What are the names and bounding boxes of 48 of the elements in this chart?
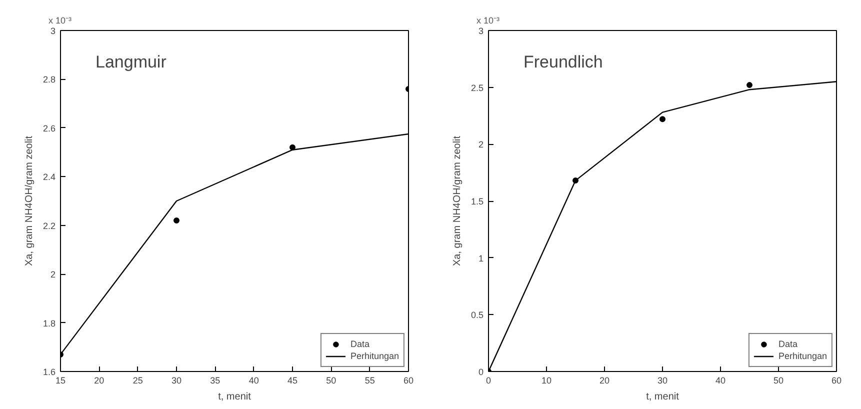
x-tick-label: 10 bbox=[541, 376, 552, 386]
y-tick-label: 1 bbox=[478, 253, 484, 264]
y-tick-label: 1.8 bbox=[42, 318, 56, 328]
y-tick-label: 0.5 bbox=[470, 310, 484, 320]
x-tick-label: 40 bbox=[715, 376, 726, 386]
text: x 10⁻³ bbox=[48, 16, 72, 26]
annotation: Langmuir bbox=[96, 52, 167, 72]
y-tick-label: 2 bbox=[478, 140, 484, 150]
x-tick-label: 40 bbox=[248, 376, 259, 386]
y-axis-title: Xa, gram NH4OH/gram zeolit bbox=[24, 136, 35, 266]
y-tick-label: 2.6 bbox=[42, 123, 56, 134]
x-tick-label: 0 bbox=[486, 376, 492, 386]
annotation: Freundlich bbox=[524, 52, 603, 72]
x-tick-label: 60 bbox=[831, 376, 842, 386]
point bbox=[660, 116, 666, 122]
point bbox=[174, 217, 180, 224]
y-tick-label: 2.8 bbox=[42, 74, 56, 85]
y-tick-label: 1.6 bbox=[42, 367, 56, 377]
y-tick-label: 2.5 bbox=[470, 82, 484, 93]
y-tick-label: 3 bbox=[50, 26, 56, 36]
x-tick-label: 25 bbox=[132, 376, 143, 386]
point bbox=[746, 82, 752, 88]
x-tick-label: 15 bbox=[55, 376, 66, 386]
text: x 10⁻³ bbox=[476, 16, 500, 26]
x-axis-title: t, menit bbox=[646, 392, 680, 402]
legend-label: Data bbox=[350, 338, 370, 350]
x-tick-label: 30 bbox=[657, 376, 668, 386]
y-tick-label: 0 bbox=[478, 367, 484, 377]
x-tick-label: 20 bbox=[94, 376, 104, 386]
x-tick-label: 50 bbox=[326, 376, 336, 386]
x-axis-title: t, menit bbox=[218, 392, 252, 402]
y-tick-label: 3 bbox=[478, 26, 484, 36]
y-tick-label: 2.4 bbox=[42, 172, 56, 182]
x-tick-label: 20 bbox=[599, 376, 610, 386]
legend-label: Perhitungan bbox=[778, 350, 827, 362]
x-tick-label: 35 bbox=[210, 376, 220, 386]
x-tick-label: 30 bbox=[171, 376, 182, 386]
legend-label: Perhitungan bbox=[350, 350, 399, 362]
y-tick-label: 2.2 bbox=[42, 220, 56, 231]
x-tick-label: 60 bbox=[403, 376, 414, 386]
legend-label: Data bbox=[778, 338, 798, 350]
y-axis-title: Xa, gram NH4OH/gram zeolit bbox=[452, 136, 463, 266]
point bbox=[290, 144, 296, 150]
x-tick-label: 45 bbox=[287, 376, 298, 386]
x-tick-label: 55 bbox=[364, 376, 375, 386]
y-tick-label: 2 bbox=[50, 270, 56, 280]
x-tick-label: 50 bbox=[773, 376, 784, 386]
y-tick-label: 1.5 bbox=[470, 196, 484, 206]
